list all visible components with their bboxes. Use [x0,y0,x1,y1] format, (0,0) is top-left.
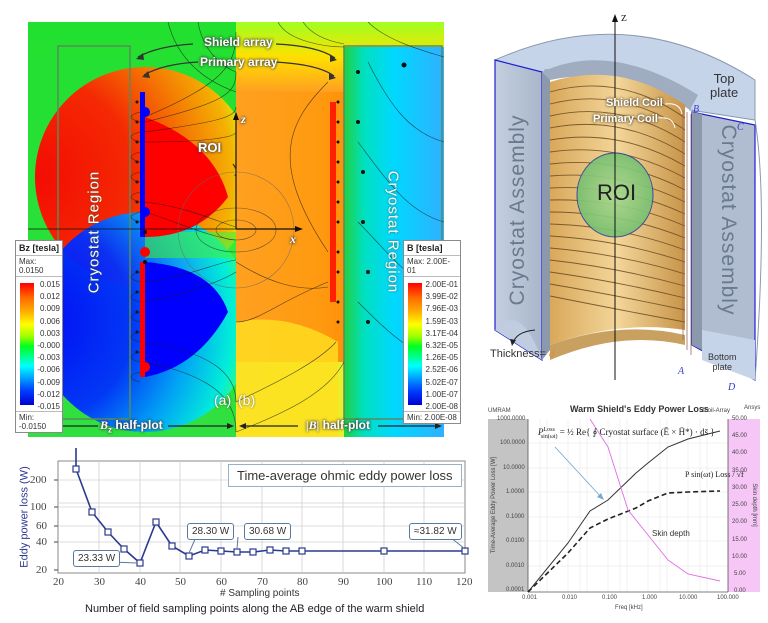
z-axis-3d-label: z [621,9,627,24]
primary-array-label: Primary array [200,55,278,69]
b-legend-title: B [tesla] [404,241,460,256]
bottom-plate-label: Bottom plate [708,352,737,372]
primary-coil-label: Primary Coil [593,113,658,125]
panel-a-label: (a) [214,392,232,408]
bz-legend-max: Max: 0.0150 [16,256,62,277]
callout-28-30: 28.30 W [187,523,235,540]
loss-equation: PLosssin(ωt) = ½ Re{ ∮ Cryostat surface … [538,427,715,440]
ansys-label: Ansys [744,405,761,411]
chart-title-box: Time-average ohmic eddy power loss [228,464,462,487]
umram-label: UMRAM [488,408,511,414]
freq-axis-label: Freq [kHz] [615,605,643,611]
cryostat-graphic [493,14,762,382]
chart-caption: Number of field sampling points along th… [85,603,425,615]
bz-half-plot-label: Bz half-plot [100,418,163,435]
right-cryostat-region-label: Cryostat Region [384,170,402,294]
thickness-label: Thickness= d [490,348,555,360]
warm-shield-eddy-loss-chart: UMRAM Warm Shield's Eddy Power Loss Zcoi… [480,395,768,623]
contour-graphic [28,22,444,437]
z-axis-label: z [241,112,246,126]
roi-label: ROI [198,140,222,155]
roi-3d-label: ROI [597,180,637,205]
warm-chart-graphic [488,418,760,593]
warm-chart-title: Warm Shield's Eddy Power Loss [570,404,709,414]
b-legend-max: Max: 2.00E-01 [404,256,460,277]
callout-23-33: 23.33 W [73,550,121,567]
normalized-loss-equation: P sin(ωt) Loss / √f [685,470,744,479]
top-plate-label: Top plate [710,71,739,100]
bz-legend-min: Min: -0.0150 [16,411,62,432]
callout-31-82: ≈31.82 W [409,523,462,540]
bz-legend: Bz [tesla] Max: 0.0150 0.015 0.012 0.009… [15,240,63,433]
cryostat-3d-illustration: z Top plate Shield Coil Primary Coil ROI… [480,0,768,393]
skin-depth-label: Skin depth [652,529,690,538]
bz-color-bar [20,283,34,405]
callout-30-68: 30.68 W [244,523,292,540]
zcoil-array-label: Zcoil-Array [701,408,731,414]
eddy-power-loss-chart: Time-average ohmic eddy power loss 23.33… [0,445,480,623]
shield-array-label: Shield array [204,35,273,49]
left-cryostat-assembly-label: Cryostat Assembly [506,114,529,306]
skin-depth-axis-label: Skin depth [mm] [751,483,757,527]
x-axis-label: x [290,232,296,246]
y-axis-label: Eddy power loss (W) [18,466,31,568]
point-a-label: A [678,366,685,377]
right-cryostat-assembly-label: Cryostat Assembly [717,124,740,316]
panel-b-label: (b) [238,392,256,408]
b-color-bar [408,283,422,405]
x-axis-label: # Sampling points [220,588,300,599]
point-d-label: D [728,382,736,393]
left-cryostat-region-label: Cryostat Region [85,170,103,294]
shield-coil-label: Shield Coil [606,97,663,109]
b-legend: B [tesla] Max: 2.00E-01 2.00E-01 3.99E-0… [403,240,461,424]
point-c-label: C [737,122,744,133]
b-legend-min: Min: 2.00E-08 [404,411,460,423]
point-b-label: B [693,104,700,115]
bz-legend-title: Bz [tesla] [16,241,62,256]
b-half-plot-label: |B| half-plot [306,418,370,432]
field-contour-plot: Shield array Primary array ROI z x Cryos… [28,22,444,437]
loss-axis-label: Time-Average Eddy Power Loss [W] [491,456,497,554]
